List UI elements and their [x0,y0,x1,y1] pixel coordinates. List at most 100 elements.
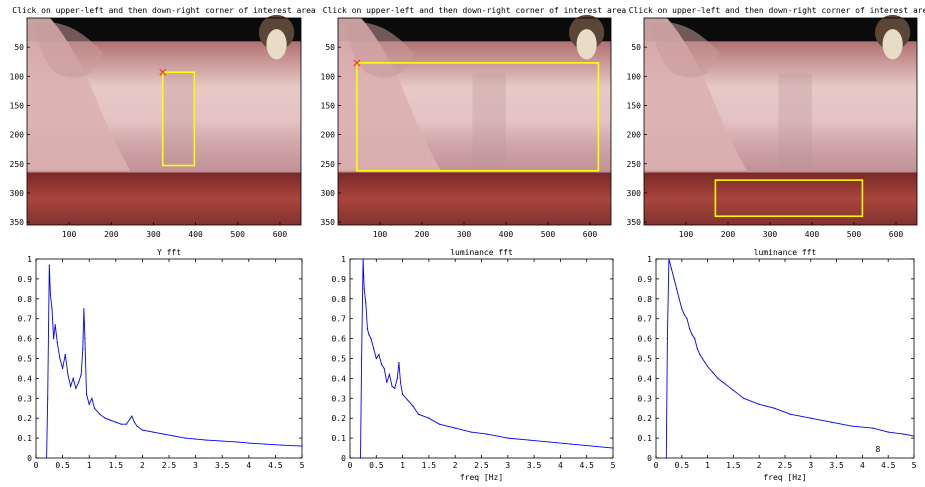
thumb [651,22,720,78]
x-tick-label: 4 [860,461,865,470]
data-point [732,389,735,391]
data-point [378,353,380,356]
data-point [46,457,48,459]
data-point [872,427,874,429]
data-point [691,334,693,336]
axes-frame [643,17,918,226]
data-point [707,365,709,368]
data-point [69,385,72,387]
y-tick-label: 1 [341,255,346,264]
y-tick-label: 0.9 [18,275,33,284]
plot-title: Y fft [157,248,181,257]
data-point [67,373,69,376]
wooden-table [27,172,301,225]
data-point [454,427,456,429]
data-point [887,431,889,433]
y-tick-label: 350 [321,218,336,227]
y-tick-label: 0.1 [18,434,33,443]
y-tick-label: 300 [321,189,336,198]
wrist-photo [644,14,917,225]
wrist-photo [338,14,611,225]
image-title: Click on upper-left and then down-right … [12,6,316,15]
x-tick-label: 2.5 [162,461,177,470]
x-tick-label: 4 [558,461,563,470]
y-tick-label: 0.2 [332,414,347,423]
y-tick-label: 350 [627,218,642,227]
data-point [56,341,58,344]
y-tick-label: 0.9 [638,275,653,284]
thumb [34,22,103,78]
plush-toy-face [266,29,287,60]
data-point [51,308,53,310]
roi-rectangle [356,62,600,172]
data-point [380,363,383,366]
x-tick-label: 4.5 [579,461,594,470]
data-point [72,377,74,379]
x-tick-label: 5 [611,461,616,470]
data-point [903,433,905,435]
fft-plot-3: luminance fft 0 0.5 1 1.5 2 2.5 3 3.5 4 4.5 5 0 0.1 0.… [638,248,917,482]
data-point [470,431,472,433]
data-point [195,438,197,440]
data-point [109,419,112,421]
x-tick-label: 200 [104,230,119,239]
data-point [681,308,683,310]
data-point [88,403,90,405]
axes-frame [35,258,303,459]
y-tick-label: 0.5 [638,355,653,364]
y-tick-label: 150 [321,101,336,110]
x-tick-label: 0.5 [369,461,384,470]
data-point [774,407,776,409]
data-point [388,373,391,376]
x-tick-label: 0 [34,461,39,470]
y-tick-label: 200 [10,131,25,140]
data-point [717,377,719,379]
data-point [237,441,239,443]
x-tick-label: 400 [805,230,820,239]
image-panel-2: Click on upper-left and then down-right … [321,6,627,239]
x-tick-label: 100 [679,230,694,239]
x-tick-label: 4 [246,461,251,470]
x-tick-label: 0 [348,461,353,470]
y-tick-label: 0 [341,454,346,463]
y-tick-label: 250 [321,160,336,169]
wrist-crease [778,73,812,167]
axes-frame [349,258,614,459]
x-tick-label: 2 [453,461,458,470]
y-tick-label: 50 [325,43,335,52]
data-point [248,442,250,444]
y-tick-label: 150 [10,101,25,110]
data-point [704,361,706,364]
y-tick-label: 300 [627,189,642,198]
data-point [394,387,396,389]
x-tick-label: 600 [273,230,288,239]
data-point [810,417,812,419]
data-point [141,429,143,431]
data-point [360,357,363,360]
data-point [665,457,667,459]
data-point [694,338,696,340]
y-tick-label: 0.8 [638,295,653,304]
y-tick-label: 0.2 [638,414,653,423]
data-point [64,353,66,356]
y-tick-label: 0.2 [18,414,33,423]
data-point [93,407,96,409]
x-axis-label: freq [Hz] [460,473,503,482]
image-panel-3: Click on upper-left and then down-right … [627,6,925,239]
y-tick-label: 0 [647,454,652,463]
data-point [85,393,88,395]
data-point [184,437,186,439]
data-point [82,347,84,350]
data-point [205,439,207,441]
data-point [686,318,688,320]
axes-frame [337,17,612,226]
y-tick-label: 250 [627,160,642,169]
data-point [673,278,675,280]
y-tick-label: 0.5 [18,355,33,364]
data-point [120,423,122,425]
data-point [366,328,368,330]
y-tick-label: 0.3 [332,394,347,403]
y-tick-label: 250 [10,160,25,169]
data-point [398,361,400,364]
data-point [359,457,362,459]
